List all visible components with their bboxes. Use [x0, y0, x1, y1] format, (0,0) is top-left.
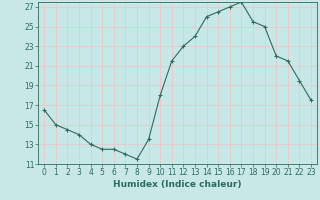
X-axis label: Humidex (Indice chaleur): Humidex (Indice chaleur) [113, 180, 242, 189]
